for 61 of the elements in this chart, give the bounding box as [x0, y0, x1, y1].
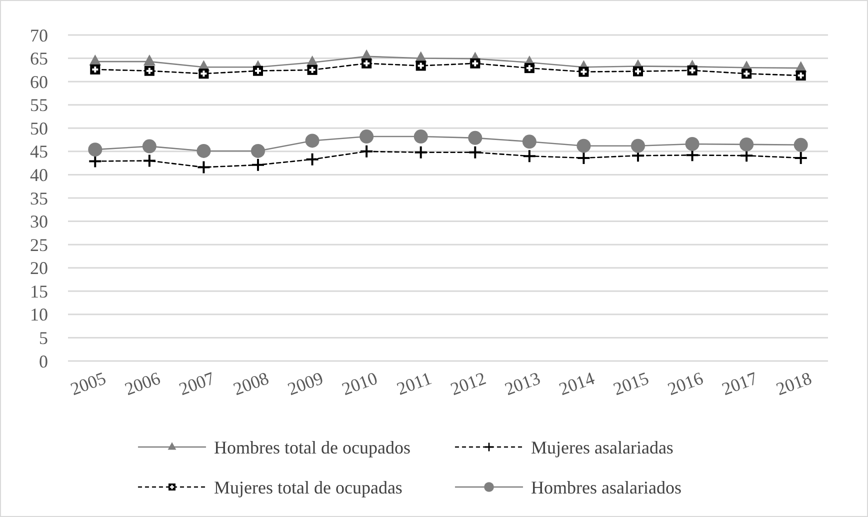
point: [196, 144, 211, 158]
point: [576, 138, 591, 153]
y-tick-label: 30: [30, 212, 48, 232]
y-tick-label: 55: [30, 95, 48, 116]
point: [794, 138, 808, 152]
x-tick-label: 2017: [719, 368, 760, 400]
y-tick-label: 45: [30, 142, 48, 162]
y-tick-label: 40: [30, 165, 48, 186]
x-tick-label: 2011: [394, 368, 434, 399]
point: [252, 158, 264, 171]
legend-label: Hombres asalariados: [531, 477, 682, 498]
x-tick-label: 2009: [284, 368, 326, 400]
x-tick-label: 2012: [448, 368, 489, 400]
legend-label: Hombres total de ocupados: [214, 437, 410, 458]
y-tick-label: 60: [30, 72, 48, 92]
point: [686, 149, 698, 162]
y-tick-label: 10: [30, 304, 48, 325]
y-tick-label: 25: [30, 234, 48, 255]
point: [794, 152, 807, 164]
point: [142, 139, 156, 154]
y-tick-label: 65: [30, 48, 48, 69]
point: [523, 150, 536, 162]
point: [740, 150, 753, 162]
point: [631, 138, 645, 153]
y-tick-label: 5: [39, 328, 48, 348]
y-tick-label: 70: [30, 25, 48, 46]
x-tick-label: 2005: [68, 368, 109, 400]
y-tick-label: 0: [39, 351, 48, 372]
x-tick-label: 2015: [610, 368, 652, 400]
y-tick-label: 20: [30, 258, 48, 278]
point: [685, 136, 700, 151]
point: [360, 130, 374, 144]
point: [360, 145, 373, 158]
point: [89, 155, 102, 168]
x-tick-label: 2007: [176, 368, 218, 400]
point: [143, 54, 156, 66]
point: [306, 153, 318, 166]
point: [578, 152, 590, 164]
x-tick-label: 2006: [122, 368, 163, 400]
y-tick-label: 50: [30, 118, 48, 138]
x-tick-label: 2018: [774, 368, 814, 400]
point: [414, 146, 427, 158]
point: [522, 134, 536, 149]
x-tick-label: 2013: [502, 368, 543, 400]
point: [469, 146, 482, 158]
point: [468, 130, 482, 145]
legend-label: Mujeres asalariadas: [531, 437, 674, 458]
point: [143, 154, 156, 167]
x-tick-label: 2008: [230, 368, 272, 400]
point: [305, 134, 320, 148]
point: [88, 142, 102, 157]
point: [198, 161, 210, 174]
x-tick-label: 2016: [664, 368, 706, 400]
point: [414, 130, 428, 144]
point: [251, 144, 265, 158]
legend-label: Mujeres total de ocupadas: [214, 477, 402, 498]
y-tick-label: 35: [30, 188, 48, 208]
x-tick-label: 2014: [556, 368, 598, 400]
y-tick-label: 15: [30, 281, 48, 302]
point: [740, 137, 754, 152]
x-tick-label: 2010: [339, 368, 380, 400]
